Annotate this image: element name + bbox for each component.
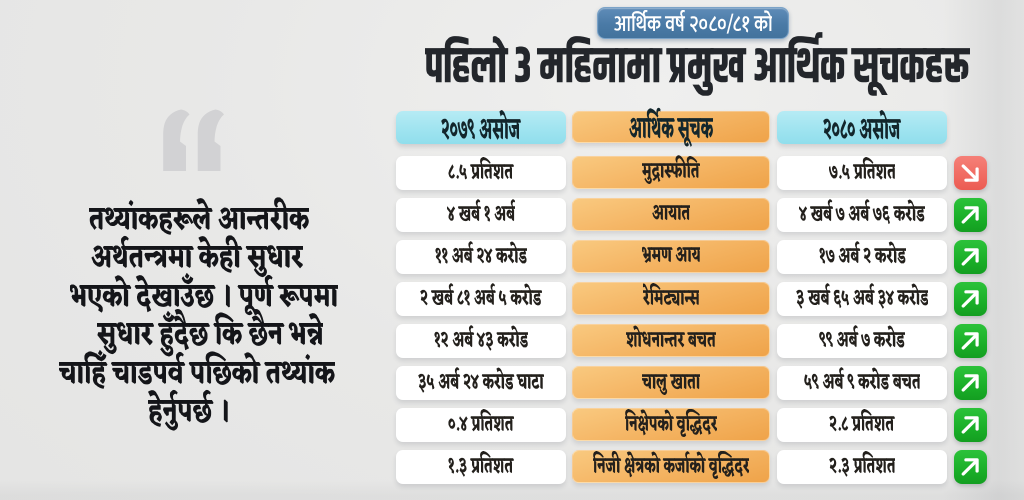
- cell-current-value: ४ खर्ब ७ अर्ब ७६ करोड: [777, 196, 947, 234]
- indicator-name-text-svg: [641, 364, 701, 402]
- header-cell-prev-year: २०७९ असोज: [396, 110, 566, 144]
- cell-prev-value: ८.५ प्रतिशत: [396, 154, 566, 192]
- cell-indicator-name: चालु खाता: [572, 366, 770, 399]
- prev-value-text-svg: [420, 280, 542, 318]
- table-row: ८.५ प्रतिशत मुद्रास्फीति ७.५ प्रतिशत: [0, 153, 1024, 192]
- table-row: ४ खर्ब १ अर्ब आयात ४ खर्ब ७ अर्ब ७६ करोड: [0, 195, 1024, 234]
- indicator-name-text-svg: [592, 448, 750, 486]
- page-title: पहिलो ३ महिनामा प्रमुख आर्थिक सूचकहरू: [425, 29, 970, 107]
- cell-indicator-name: आयात: [572, 195, 770, 233]
- current-year-header-text-svg: [823, 105, 901, 156]
- cell-prev-value: ११ अर्ब २४ करोड: [396, 238, 566, 276]
- current-value-text-svg: [828, 154, 896, 192]
- trend-up-button[interactable]: [953, 323, 987, 358]
- trend-up-icon: [961, 458, 979, 476]
- cell-current-value: १७ अर्ब २ करोड: [777, 238, 947, 276]
- trend-up-button[interactable]: [953, 450, 987, 485]
- indicator-name-text-svg: [626, 322, 716, 360]
- table-row: २ खर्ब ८१ अर्ब ५ करोड रेमिट्यान्स ३ खर्ब…: [0, 280, 1024, 318]
- cell-indicator-name: निजी क्षेत्रको कर्जाको वृद्धिदर: [572, 448, 770, 486]
- current-value-text-svg: [828, 448, 896, 486]
- cell-current-value: ३ खर्ब ६५ अर्ब ३४ करोड: [777, 280, 947, 318]
- cell-prev-value: १२ अर्ब ४३ करोड: [396, 322, 566, 360]
- cell-indicator-name: रेमिट्यान्स: [572, 280, 770, 318]
- fiscal-year-badge: आर्थिक वर्ष २०८०/८१ को: [597, 7, 789, 39]
- current-value-text-svg: [799, 196, 925, 234]
- cell-current-value: २.८ प्रतिशत: [777, 406, 947, 444]
- current-value-text-svg: [818, 238, 906, 276]
- current-value-text-svg: [819, 322, 905, 360]
- indicator-name-text-svg: [641, 237, 701, 275]
- indicator-name-text-svg: [642, 280, 700, 318]
- trend-down-button[interactable]: [953, 155, 987, 190]
- table-row: १.३ प्रतिशत निजी क्षेत्रको कर्जाको वृद्ध…: [0, 448, 1024, 486]
- cell-current-value: ७.५ प्रतिशत: [777, 154, 947, 192]
- cell-current-value: ५९ अर्ब ९ करोड बचत: [777, 366, 947, 400]
- indicator-name-text-svg: [652, 195, 691, 233]
- cell-prev-value: ०.४ प्रतिशत: [396, 406, 566, 444]
- prev-value-text-svg: [435, 238, 528, 276]
- current-value-text-svg: [803, 364, 921, 402]
- cell-indicator-name: शोधनान्तर बचत: [572, 322, 770, 360]
- cell-current-value: ९९ अर्ब ७ करोड: [777, 322, 947, 360]
- trend-up-icon: [961, 247, 979, 266]
- trend-up-icon: [961, 290, 979, 308]
- header-cell-indicator: आर्थिक सूचक: [572, 108, 770, 148]
- prev-value-text-svg: [446, 196, 516, 234]
- cell-indicator-name: भ्रमण आय: [572, 237, 770, 275]
- table-row: १२ अर्ब ४३ करोड शोधनान्तर बचत ९९ अर्ब ७ …: [0, 322, 1024, 360]
- prev-year-header-text-svg: [441, 105, 521, 156]
- indicator-header-text-svg: [629, 105, 714, 156]
- cell-prev-value: ४ खर्ब १ अर्ब: [396, 196, 566, 234]
- trend-up-button[interactable]: [953, 239, 987, 274]
- cell-prev-value: २ खर्ब ८१ अर्ब ५ करोड: [396, 280, 566, 318]
- prev-value-text-svg: [434, 322, 529, 360]
- prev-value-text-svg: [448, 448, 514, 486]
- cell-prev-value: ३५ अर्ब २४ करोड घाटा: [396, 366, 566, 400]
- trend-up-icon: [961, 332, 979, 350]
- current-value-text-svg: [795, 280, 929, 318]
- table-row: ३५ अर्ब २४ करोड घाटा चालु खाता ५९ अर्ब ९…: [0, 366, 1024, 400]
- trend-up-button[interactable]: [953, 366, 987, 400]
- prev-value-text-svg: [448, 154, 514, 192]
- quote-mark-icon: [163, 109, 224, 171]
- trend-down-icon: [961, 163, 979, 182]
- trend-up-button[interactable]: [953, 197, 987, 232]
- indicator-name-text-svg: [624, 406, 718, 444]
- trend-up-button[interactable]: [953, 281, 987, 316]
- current-value-text-svg: [829, 406, 895, 444]
- cell-indicator-name: निक्षेपको वृद्धिदर: [572, 406, 770, 444]
- trend-up-icon: [961, 205, 979, 224]
- prev-value-text-svg: [448, 406, 514, 444]
- cell-prev-value: १.३ प्रतिशत: [396, 448, 566, 486]
- cell-current-value: २.३ प्रतिशत: [777, 448, 947, 486]
- indicator-name-text-svg: [642, 153, 700, 191]
- page-title-text-svg: [425, 29, 970, 107]
- header-cell-current-year: २०८० असोज: [777, 110, 947, 144]
- table-row: ११ अर्ब २४ करोड भ्रमण आय १७ अर्ब २ करोड: [0, 237, 1024, 276]
- prev-value-text-svg: [418, 364, 544, 402]
- trend-up-icon: [961, 416, 979, 434]
- trend-up-icon: [961, 374, 979, 392]
- cell-indicator-name: मुद्रास्फीति: [572, 153, 770, 191]
- trend-up-button[interactable]: [953, 408, 987, 443]
- table-row: ०.४ प्रतिशत निक्षेपको वृद्धिदर २.८ प्रति…: [0, 406, 1024, 444]
